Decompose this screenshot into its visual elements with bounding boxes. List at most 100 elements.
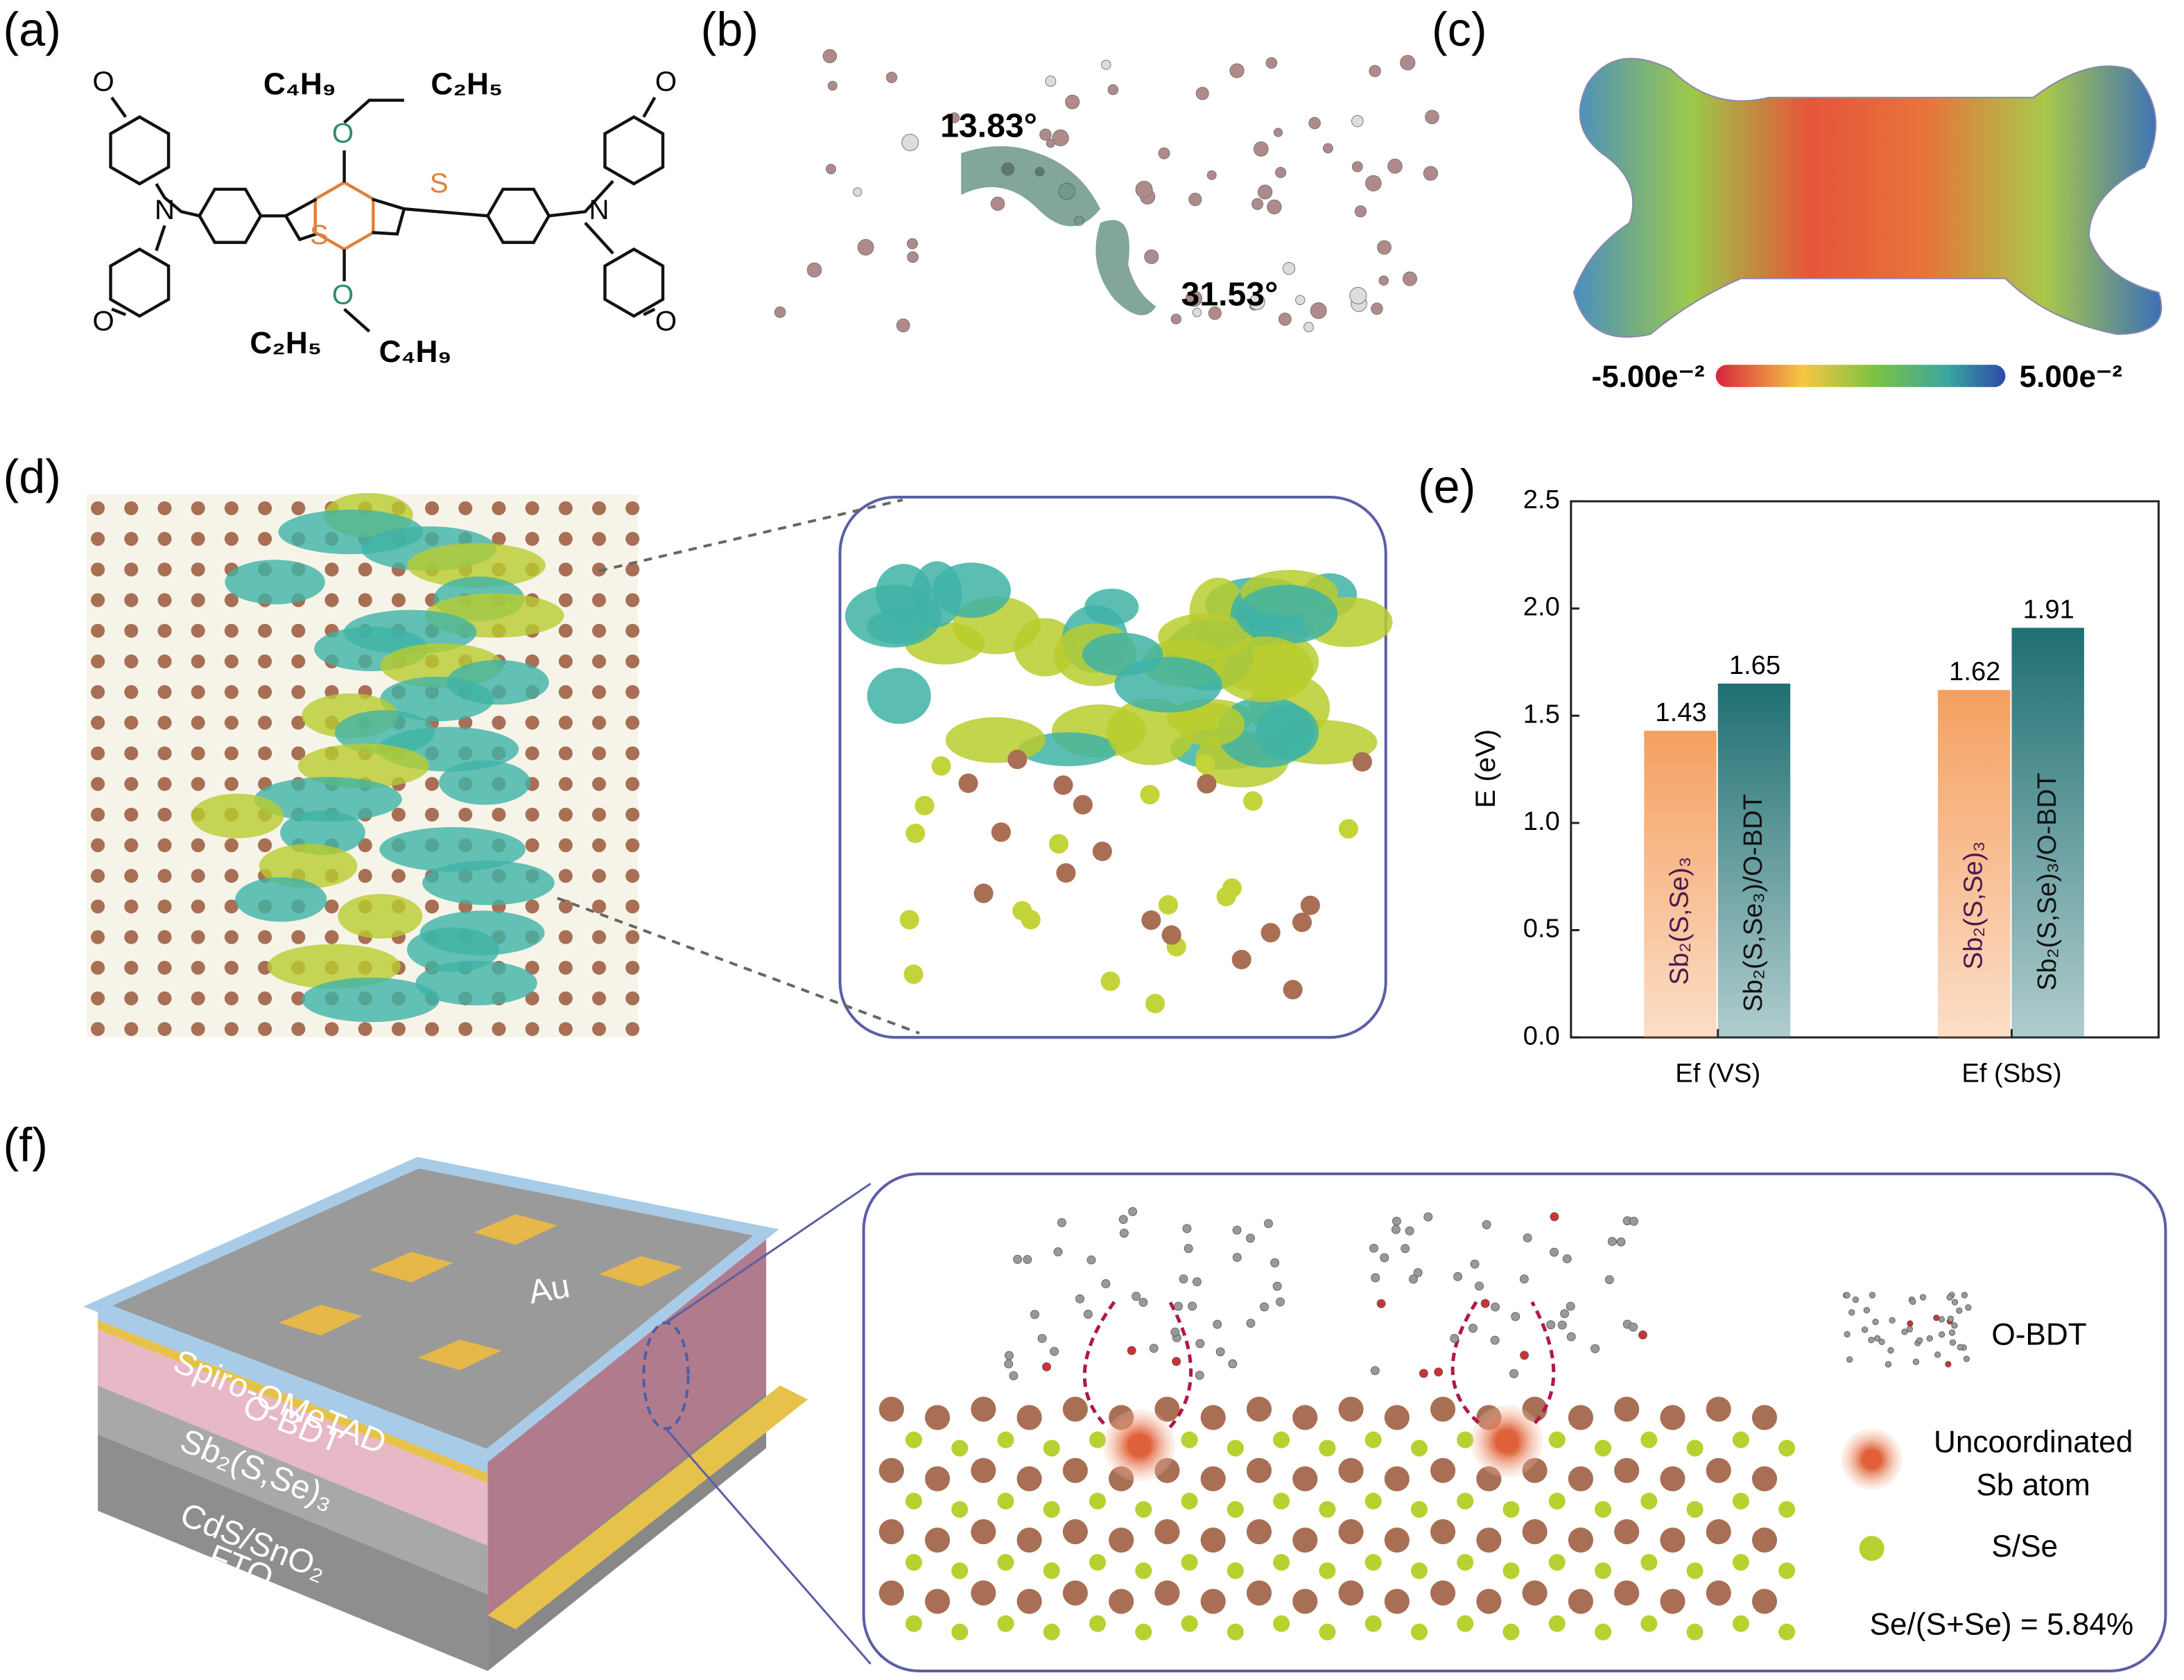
atom [951,1562,969,1579]
au-pad [417,1339,502,1371]
atom [124,960,139,975]
atom [1933,1315,1940,1322]
atom [1232,1225,1242,1235]
atom [558,593,573,607]
uncoordinated-sb [1103,1409,1176,1482]
atom [191,562,205,577]
atom [425,501,440,516]
density-blob [259,844,358,889]
atom [1039,128,1052,141]
atom [124,501,139,516]
atom [1370,1366,1380,1376]
atom [1023,1255,1032,1264]
atom [1260,923,1281,943]
atom [1154,1580,1180,1606]
au-pad [474,1214,557,1245]
density-blob [407,543,546,588]
atom [492,532,506,546]
atom [1145,994,1165,1014]
atom [91,930,105,944]
atom [1491,1302,1500,1312]
atom [806,262,822,278]
atom [425,899,440,914]
atom [558,930,573,944]
atom [1208,306,1222,320]
atom [324,899,339,914]
atom [1384,1405,1410,1430]
atom [592,685,607,700]
panel-label: (b) [701,3,759,56]
atom [1053,1247,1063,1256]
atom [1423,166,1439,181]
atom [391,869,406,883]
atom [91,623,105,638]
atom [1364,1615,1382,1632]
atom [625,1022,640,1037]
atom [258,716,272,730]
atom [1868,1337,1875,1344]
atom [1548,1554,1566,1571]
atom [907,251,919,263]
atom [191,685,205,700]
bar-label: Sb₂(S,Se)₃ [1665,857,1695,985]
atom [1292,1405,1318,1430]
atom [1846,1356,1853,1363]
bond [343,308,371,333]
atom [1043,1623,1060,1640]
coordination-line [1450,1301,1556,1425]
atom [1158,147,1170,159]
atom [1229,63,1245,78]
atom [91,869,105,883]
atom [592,807,607,822]
atom [91,991,105,1005]
atom [1951,1322,1958,1329]
atom [1509,1369,1518,1378]
atom [625,838,640,853]
atom [878,1519,904,1545]
ring [485,187,551,244]
atom [558,899,573,914]
bar-label: Sb₂(S,Se)₃ [1958,841,1988,969]
atom [1468,1324,1477,1333]
dihedral-surface [961,146,1101,227]
atom [1132,1292,1141,1301]
atom [224,777,239,791]
angle-label: 31.53° [1181,276,1279,313]
atom [1946,1294,1953,1301]
ring [603,115,665,186]
atom [157,716,172,730]
atom [1949,1339,1957,1346]
atom [1049,833,1069,854]
atom [1264,1219,1273,1229]
atom [124,1022,139,1037]
atom [1056,863,1076,883]
atom [1046,139,1055,148]
atom [1965,1304,1972,1311]
y-tick-label: 2.5 [1523,485,1560,514]
atom [625,869,640,883]
bar-chart: E (eV) 0.0 0.5 1.0 1.5 2.0 2.5 Ef (VS) 1.43 Sb₂(… [1470,485,2160,1088]
uncoordinated-sb [1471,1405,1543,1478]
bond [110,96,128,118]
atom [825,164,836,175]
atom [1369,64,1381,78]
atom [1751,1466,1778,1491]
dihedral-surface [1095,220,1156,315]
atom [1135,1500,1152,1518]
atom [1016,1588,1042,1614]
atom [1430,1519,1456,1545]
atom [224,930,239,944]
atom [525,501,539,516]
atom [1948,1329,1956,1336]
atom [1188,193,1202,207]
atom [931,756,951,776]
atom [191,623,205,638]
atom [558,869,573,883]
atom [1511,1312,1520,1322]
atom [1354,205,1367,218]
ring [603,247,665,318]
atom [558,807,573,822]
atom [1848,1309,1855,1316]
atom [1089,1492,1107,1510]
